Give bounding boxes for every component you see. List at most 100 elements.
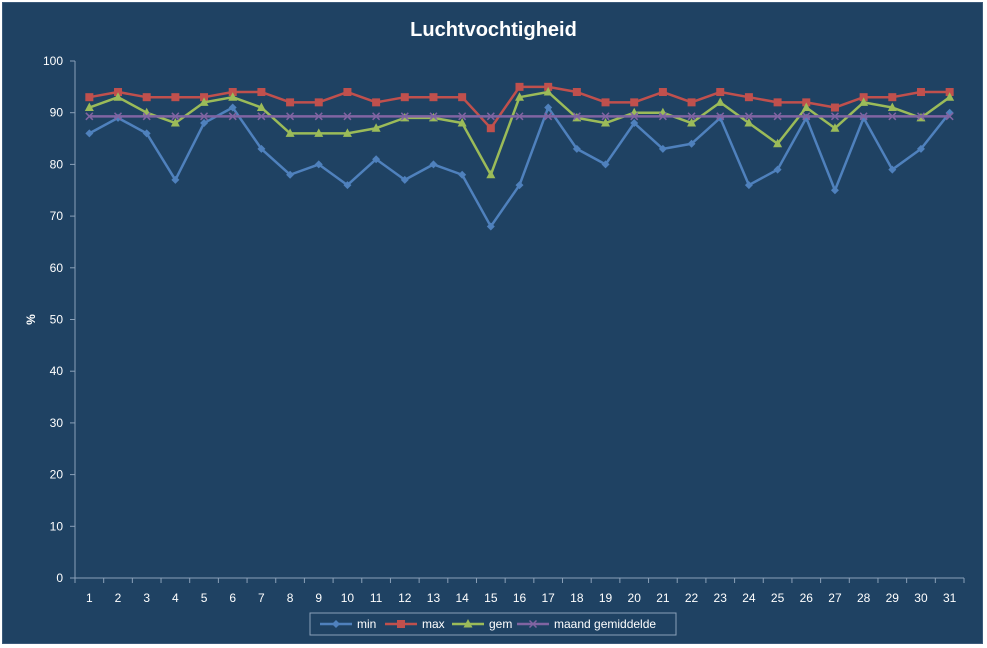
data-point [888,112,897,121]
data-point [601,160,610,169]
x-tick-label: 27 [828,591,842,605]
data-point [601,112,610,121]
x-tick-label: 2 [115,591,122,605]
data-point [314,98,323,107]
x-tick-label: 16 [513,591,527,605]
data-point [687,112,696,121]
x-tick-label: 26 [800,591,814,605]
data-point [859,112,868,121]
data-point [85,93,94,102]
data-point [601,98,610,107]
y-tick-label: 40 [50,364,64,378]
data-point [830,123,840,132]
data-point [142,129,151,138]
data-point [85,112,94,121]
y-tick-label: 0 [56,571,63,585]
x-tick-label: 3 [143,591,150,605]
data-point [515,181,524,190]
x-tick-label: 5 [201,591,208,605]
data-point [830,103,839,112]
data-point [343,88,352,97]
y-tick-label: 10 [50,519,64,533]
data-point [773,165,782,174]
data-point [715,97,725,106]
x-tick-label: 22 [685,591,699,605]
data-point [314,160,323,169]
x-tick-label: 4 [172,591,179,605]
x-tick-label: 19 [599,591,613,605]
x-tick-label: 15 [484,591,498,605]
data-point [170,118,180,127]
legend-swatch-marker [397,620,405,628]
x-tick-label: 11 [370,591,383,605]
data-point [372,98,381,107]
series-group [84,82,955,231]
data-point [802,112,811,121]
legend-label: maand gemiddelde [554,617,656,631]
data-point [916,144,925,153]
data-point [515,92,524,101]
y-tick-label: 90 [50,106,64,120]
data-point [314,112,323,121]
data-point [630,112,639,121]
y-tick-label: 50 [50,313,64,327]
data-point [830,186,839,195]
legend-box [309,612,677,636]
data-point [286,112,295,121]
data-point [687,118,697,127]
data-point [257,112,266,121]
data-point [200,112,209,121]
data-point [429,112,438,121]
series-min [85,103,954,231]
data-point [716,112,725,121]
x-tick-label: 13 [427,591,441,605]
x-tick-label: 24 [742,591,756,605]
data-point [945,92,955,101]
x-tick-label: 6 [229,591,236,605]
legend-item: maand gemiddelde [517,617,656,631]
data-point [744,112,753,121]
x-tick-label: 23 [714,591,728,605]
x-tick-label: 17 [541,591,555,605]
data-point [314,128,324,137]
y-tick-label: 100 [43,54,63,68]
series-max [85,82,954,133]
data-point [429,93,438,102]
legend-label: max [422,617,445,631]
data-point [458,112,467,121]
data-point [371,123,381,132]
legend-swatch-marker [528,619,538,629]
y-tick-label: 30 [50,416,64,430]
data-point [285,128,295,137]
data-point [544,82,553,91]
data-point [658,112,667,121]
data-point [887,102,897,112]
data-point [744,118,754,127]
data-point [716,88,725,97]
y-tick-label: 70 [50,209,64,223]
data-point [830,112,839,121]
data-point [400,93,409,102]
data-point [486,112,495,121]
data-point [945,112,954,121]
y-tick-label: 60 [50,261,64,275]
data-point [515,82,524,91]
data-point [630,98,639,107]
data-point [945,88,954,97]
data-point [372,112,381,121]
x-tick-label: 31 [943,591,957,605]
data-point [429,160,438,169]
data-point [142,93,151,102]
data-point [228,92,238,101]
data-point [544,103,553,112]
data-point [113,92,123,101]
legend-label: gem [489,617,512,631]
data-point [802,98,811,107]
data-point [342,128,352,137]
series-maand-gemiddelde [85,112,954,121]
data-point [256,102,266,112]
data-point [687,98,696,107]
data-point [888,165,897,174]
data-point [773,112,782,121]
